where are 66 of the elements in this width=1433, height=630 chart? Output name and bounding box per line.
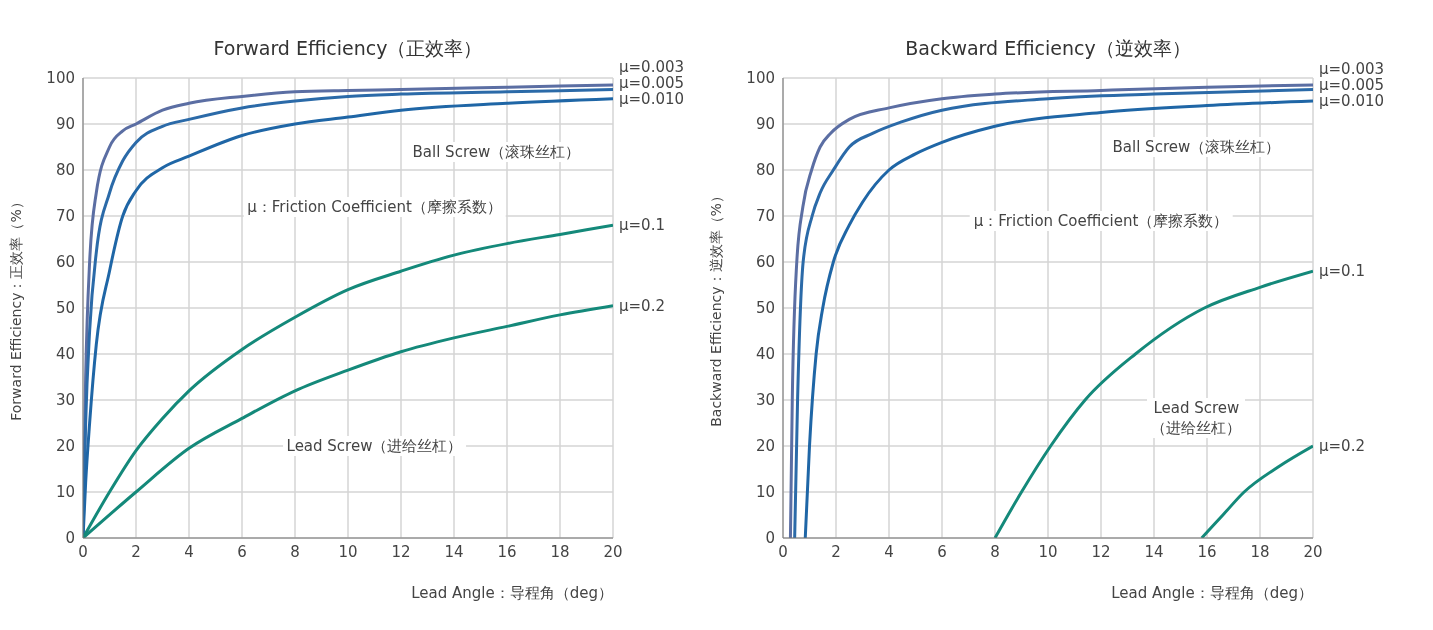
x-axis-title: Lead Angle：导程角（deg） [1111,584,1313,602]
series-label: μ=0.2 [619,296,665,315]
y-tick-label: 40 [55,345,75,364]
x-tick-label: 0 [778,542,788,561]
y-tick-label: 10 [755,483,775,502]
y-tick-label: 30 [755,391,775,410]
x-tick-label: 6 [237,542,247,561]
x-tick-label: 20 [1303,542,1323,561]
x-tick-label: 14 [1144,542,1164,561]
y-tick-label: 60 [55,253,75,272]
x-tick-label: 18 [1250,542,1270,561]
y-axis-title: Forward Efficiency：正效率（%） [7,195,24,421]
series-label: μ=0.005 [1319,76,1385,94]
x-tick-label: 8 [290,542,300,561]
series-label: μ=0.2 [1319,437,1365,455]
y-tick-label: 30 [55,391,75,410]
y-tick-label: 50 [755,299,775,318]
series-label: μ=0.1 [1319,262,1365,281]
series-label: μ=0.010 [1319,92,1385,110]
y-tick-label: 20 [55,437,75,456]
x-tick-label: 10 [338,542,358,561]
y-tick-label: 100 [746,69,775,88]
x-axis-title: Lead Angle：导程角（deg） [411,584,613,602]
annotation: Ball Screw（滚珠丝杠） [408,141,585,162]
annotation: Lead Screw （进给丝杠） [1147,398,1246,439]
y-tick-label: 90 [755,115,775,134]
x-tick-label: 2 [831,542,841,561]
x-tick-label: 0 [78,542,88,561]
y-tick-label: 0 [765,529,775,548]
x-tick-label: 16 [1197,542,1217,561]
y-tick-label: 50 [55,299,75,318]
series-label: μ=0.003 [1319,60,1385,78]
y-tick-label: 40 [755,345,775,364]
y-tick-label: 20 [755,437,775,456]
chart-title: Forward Efficiency（正效率） [212,36,484,61]
x-tick-label: 12 [391,542,411,561]
x-tick-label: 20 [603,542,623,561]
x-tick-label: 12 [1091,542,1111,561]
y-tick-label: 90 [55,115,75,134]
series-label: μ=0.003 [619,57,685,76]
x-tick-label: 4 [884,542,894,561]
chart-title: Backward Efficiency（逆效率） [904,36,1192,61]
y-tick-label: 0 [65,529,75,548]
annotation: μ：Friction Coefficient（摩擦系数） [243,196,506,217]
y-tick-label: 80 [755,161,775,180]
x-tick-label: 10 [1038,542,1058,561]
y-tick-label: 70 [755,207,775,226]
x-tick-label: 2 [131,542,141,561]
x-tick-label: 8 [990,542,1000,561]
y-axis-title: Backward Efficiency：逆效率（%） [707,189,724,427]
x-tick-label: 18 [550,542,570,561]
line-series [993,269,1313,538]
y-tick-label: 60 [755,253,775,272]
y-tick-label: 10 [55,483,75,502]
x-tick-label: 14 [444,542,464,561]
y-tick-label: 80 [55,161,75,180]
y-tick-label: 100 [46,69,75,88]
annotation: Lead Screw（进给丝杠） [282,436,467,456]
line-series [1200,444,1313,538]
x-tick-label: 16 [497,542,517,561]
x-tick-label: 4 [184,542,194,561]
series-label: μ=0.1 [619,216,665,235]
x-tick-label: 6 [937,542,947,561]
annotation: Ball Screw（滚珠丝杠） [1108,137,1285,157]
annotation: μ：Friction Coefficient（摩擦系数） [969,210,1233,231]
y-tick-label: 70 [55,207,75,226]
